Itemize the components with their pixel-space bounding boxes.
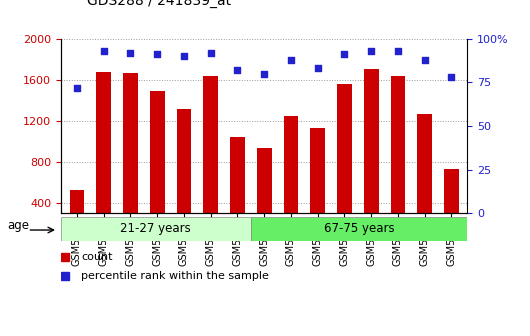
Bar xyxy=(257,148,271,244)
Text: 67-75 years: 67-75 years xyxy=(324,222,394,235)
Point xyxy=(287,57,295,62)
Bar xyxy=(444,169,459,244)
Point xyxy=(73,85,81,90)
Point xyxy=(207,50,215,55)
Point xyxy=(313,66,322,71)
Point xyxy=(367,48,375,53)
Bar xyxy=(230,137,245,244)
Point xyxy=(233,68,242,73)
Bar xyxy=(61,217,251,241)
Point xyxy=(180,53,188,59)
Text: age: age xyxy=(7,219,29,233)
Bar xyxy=(123,73,138,244)
Bar xyxy=(364,70,378,244)
Bar xyxy=(150,91,165,244)
Text: 21-27 years: 21-27 years xyxy=(120,222,191,235)
Bar xyxy=(391,76,405,244)
Bar xyxy=(417,114,432,244)
Text: count: count xyxy=(81,252,113,262)
Point xyxy=(447,74,456,80)
Bar xyxy=(176,109,191,244)
Text: percentile rank within the sample: percentile rank within the sample xyxy=(81,271,269,281)
Bar xyxy=(204,76,218,244)
Point xyxy=(260,71,268,76)
Bar xyxy=(311,128,325,244)
Bar xyxy=(284,116,298,244)
Point xyxy=(340,52,349,57)
Bar xyxy=(96,72,111,244)
Point xyxy=(394,48,402,53)
Bar xyxy=(337,84,352,244)
Text: GDS288 / 241839_at: GDS288 / 241839_at xyxy=(87,0,232,8)
Point xyxy=(420,57,429,62)
Bar xyxy=(69,190,84,244)
Bar xyxy=(251,217,467,241)
Point xyxy=(100,48,108,53)
Point xyxy=(126,50,135,55)
Point xyxy=(153,52,162,57)
